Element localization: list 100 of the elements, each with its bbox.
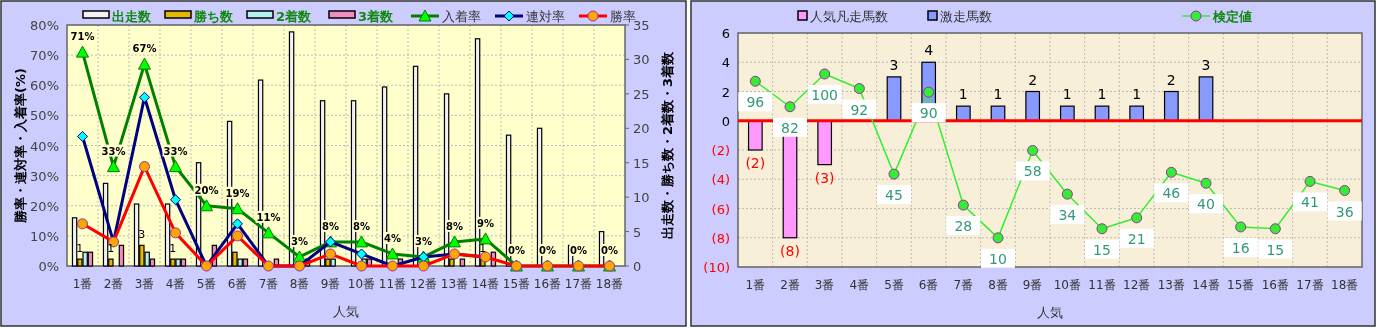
data-label: 1 [1062,86,1072,103]
x-tick-label: 10番 [1053,278,1081,292]
data-label: 90 [919,105,938,122]
x-axis-title: 人気 [333,304,359,319]
data-label: 67% [132,43,157,55]
x-tick-label: 3番 [814,278,835,292]
data-label: 3% [291,235,308,247]
data-label: 8% [322,220,339,232]
y2-tick-label: 10 [633,190,650,206]
data-label: 36 [1335,203,1354,220]
data-label: 20% [194,184,219,196]
data-label: 1 [169,242,177,256]
y-tick-label: 30% [30,168,59,184]
x-tick-label: 10番 [347,277,376,291]
x-tick-label: 14番 [471,277,500,291]
x-tick-label: 4番 [165,277,186,291]
data-label: 45 [885,187,903,204]
legend-label: 連対率 [526,9,565,24]
x-tick-label: 2番 [780,278,800,292]
data-label: 33% [163,145,188,157]
y-tick-label: (6) [711,201,730,217]
y-tick-label: (4) [711,172,730,188]
x-axis-title: 人気 [1037,305,1063,320]
legend-label: 出走数 [112,9,152,24]
x-tick-label: 11番 [378,277,407,291]
x-tick-label: 1番 [745,278,766,292]
data-label: 4 [924,42,934,59]
data-label: 3 [889,56,899,73]
y-tick-label: 0 [721,113,730,129]
data-label: 1 [1132,86,1142,103]
y-tick-label: 70% [30,48,59,64]
x-tick-label: 4番 [849,278,870,292]
data-label: 8% [353,220,370,232]
data-label: 40 [1197,196,1215,213]
data-label: 10 [989,250,1007,267]
x-tick-label: 16番 [1261,278,1289,292]
data-label: 0% [570,245,587,256]
x-tick-label: 14番 [1192,278,1220,292]
data-label: (8) [780,242,800,259]
x-tick-label: 11番 [1088,278,1116,292]
y2-tick-label: 5 [633,224,642,240]
legend-label: 検定値 [1212,9,1252,24]
y2-tick-label: 30 [633,52,650,68]
legend-label: 勝率 [610,9,636,24]
y2-axis-title: 出走数・勝ち数・2着数・3着数 [660,50,675,240]
y2-tick-label: 0 [633,259,642,274]
x-tick-label: 12番 [409,277,438,291]
data-label: 1 [479,242,487,256]
data-label: 1 [993,86,1003,103]
data-label: 8% [446,220,463,232]
data-label: 1 [958,86,968,103]
data-label: 3 [1201,56,1211,73]
y-tick-label: (8) [711,230,730,246]
x-tick-label: 7番 [953,278,974,292]
x-tick-label: 18番 [595,277,624,291]
data-label: 100 [811,86,839,103]
x-tick-label: 13番 [1157,278,1185,292]
data-label: 82 [781,119,799,136]
x-tick-label: 2番 [103,277,124,291]
data-label: 19% [225,187,250,199]
y-tick-label: 80% [30,18,59,33]
data-label: 58 [1023,163,1042,180]
data-label: 11% [256,211,281,223]
legend-label: 激走馬数 [940,9,992,24]
y2-tick-label: 25 [633,86,650,102]
data-label: 1 [1097,86,1107,103]
legend-label: 勝ち数 [193,9,234,24]
data-label: 9% [477,217,494,229]
y-tick-label: 50% [30,108,59,124]
data-label: 15 [1093,241,1111,258]
data-label: 1 [107,242,115,256]
data-label: 46 [1162,185,1181,202]
y-tick-label: 0% [38,259,59,274]
x-tick-label: 8番 [289,277,310,291]
data-label: 34 [1058,207,1077,224]
data-label: 71% [70,31,95,43]
y-tick-label: 60% [30,78,59,94]
data-label: 15 [1266,241,1285,258]
data-label: 2 [1166,71,1176,88]
legend-label: 3着数 [358,9,395,24]
x-tick-label: 8番 [988,278,1008,292]
x-tick-label: 13番 [440,277,469,291]
x-tick-label: 9番 [320,277,341,291]
x-tick-label: 6番 [227,277,248,291]
data-label: 28 [954,218,973,235]
data-label: 92 [850,101,869,118]
x-tick-label: 6番 [918,278,939,292]
x-tick-label: 9番 [1022,278,1043,292]
y2-tick-label: 35 [633,18,650,33]
data-label: 33% [101,145,126,157]
x-tick-label: 5番 [884,278,904,292]
y-tick-label: 2 [721,84,730,100]
data-label: 2 [1028,71,1038,88]
legend-label: 人気凡走馬数 [810,9,888,24]
x-tick-label: 7番 [258,277,279,291]
y-tick-label: (2) [711,143,730,158]
x-tick-label: 16番 [533,277,562,291]
legend-label: 入着率 [442,9,481,24]
data-label: 1 [76,242,84,256]
data-label: 16 [1231,239,1250,256]
